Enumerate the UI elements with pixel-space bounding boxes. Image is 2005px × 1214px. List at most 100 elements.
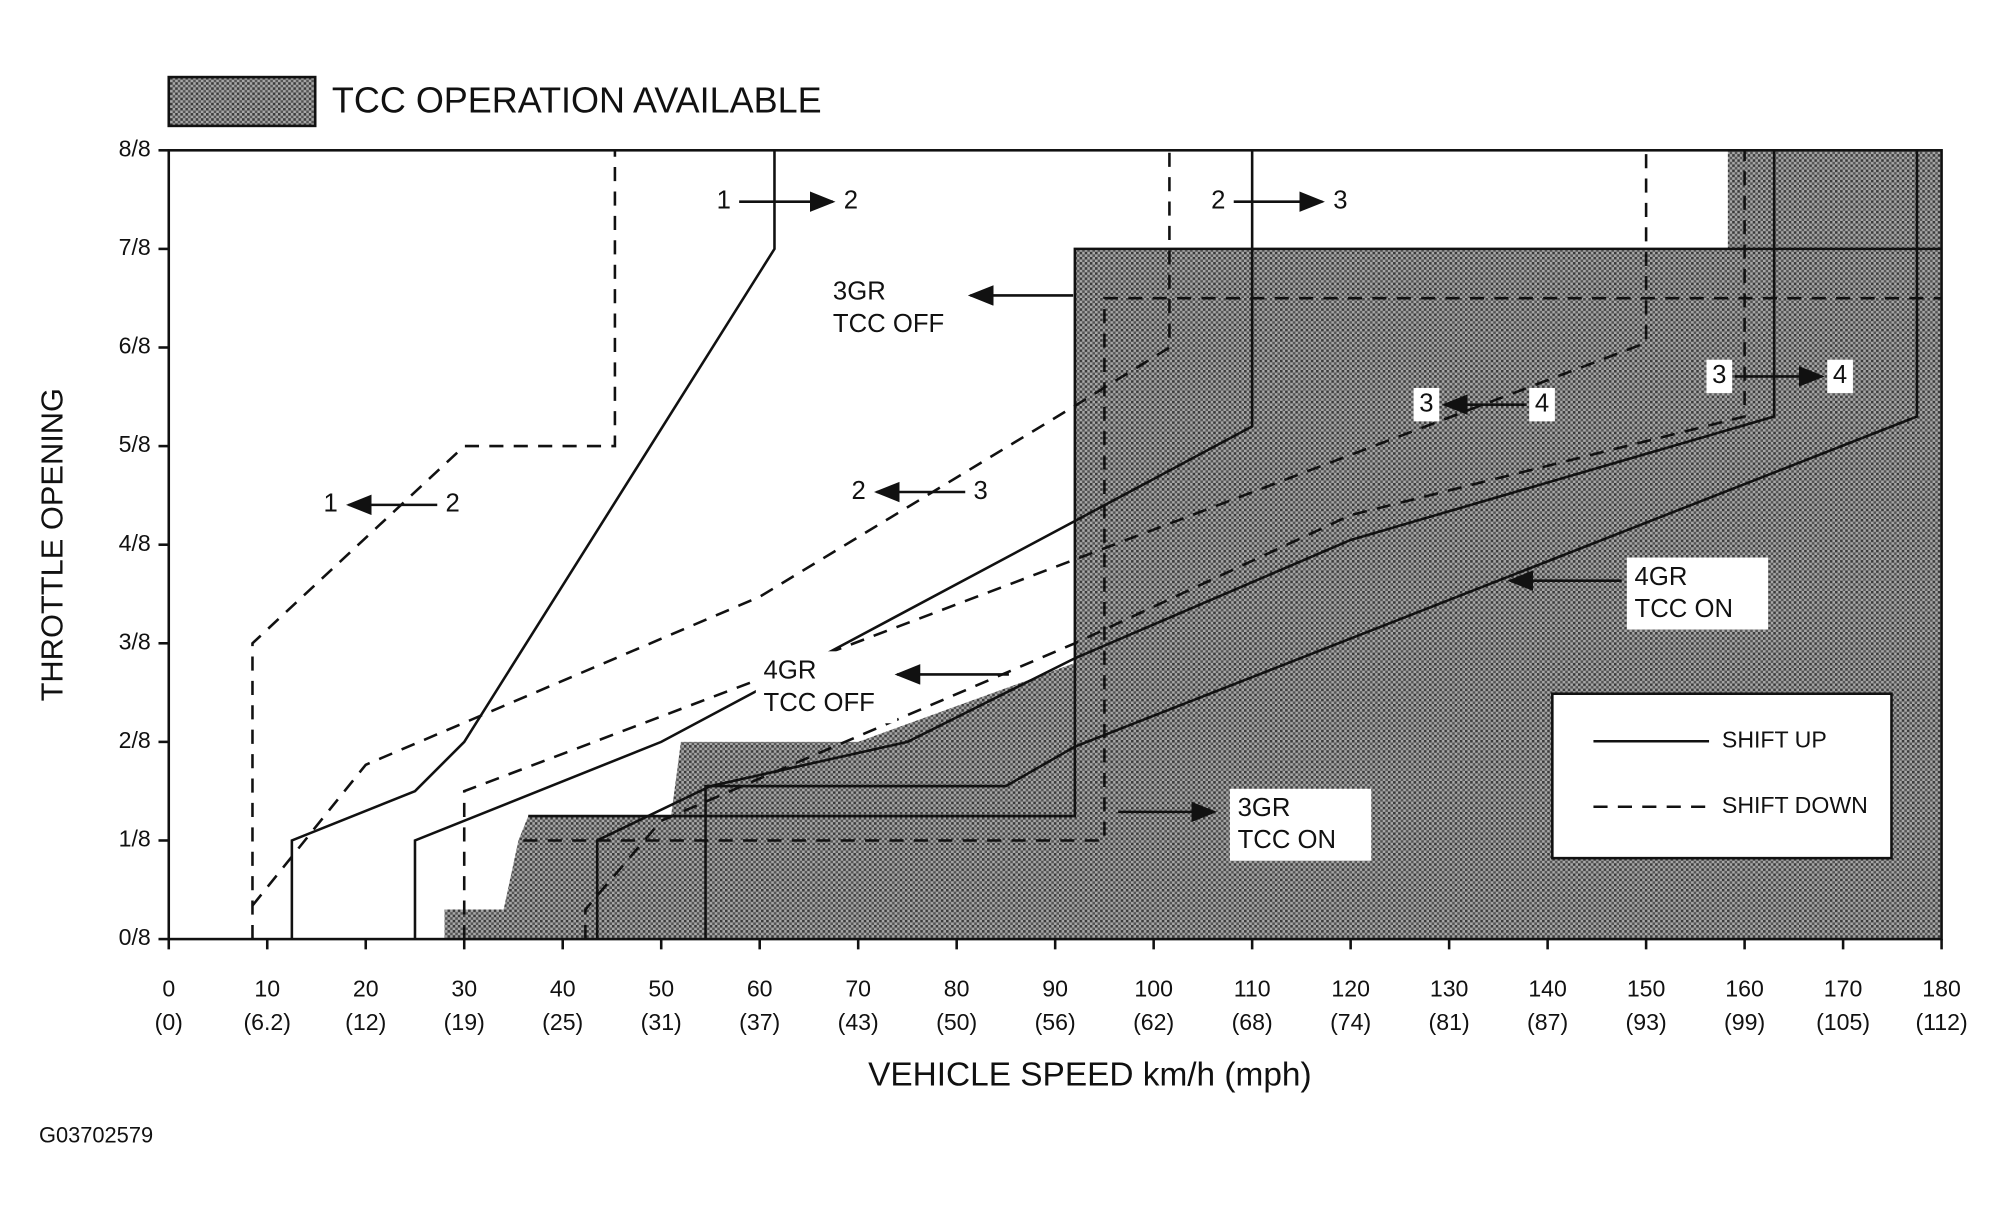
legend-box [1551,692,1893,860]
annotation: 3 [1419,389,1433,417]
shift-line [528,247,1942,818]
shift-line [462,150,1648,940]
x-tick-sublabel: (6.2) [243,1009,291,1035]
y-tick-label: 8/8 [119,135,151,161]
x-tick-label: 20 [353,976,379,1002]
annotation: TCC ON [1635,595,1733,623]
legend: SHIFT UP SHIFT DOWN [1551,692,1893,860]
shift-line [251,150,1171,907]
label-bg [1827,359,1853,394]
y-tick-label: 7/8 [119,234,151,260]
label-bg [755,651,898,724]
x-tick-label: 0 [162,976,175,1002]
x-tick-sublabel: (50) [936,1009,977,1035]
shift-line [523,296,1942,842]
annotation: 2 [1211,186,1225,214]
annotation: 2 [844,186,858,214]
y-tick-label: 3/8 [119,628,151,654]
label-bg [1205,184,1232,219]
x-tick-label: 30 [451,976,477,1002]
legend-swatch [167,75,317,128]
x-tick-sublabel: (0) [155,1009,183,1035]
annotation: 3GR [1238,794,1291,822]
label-bg [825,272,967,345]
x-tick-sublabel: (74) [1330,1009,1371,1035]
label-bg [967,475,994,509]
annotation: 2 [446,490,460,518]
label-bg [710,184,737,219]
x-tick-label: 120 [1331,976,1370,1002]
label-bg [1413,387,1440,422]
y-tick-label: 2/8 [119,727,151,753]
label-bg [1626,557,1769,630]
label-bg [1529,387,1555,422]
legend-label: SHIFT UP [1722,726,1827,752]
y-tick-label: 5/8 [119,431,151,457]
x-tick-sublabel: (12) [345,1009,386,1035]
shift-line [595,150,1776,940]
x-tick-label: 60 [747,976,773,1002]
annotation: 4 [1833,361,1847,389]
annotation: 3GR [833,278,886,306]
shift-line [704,150,1919,940]
x-tick-label: 70 [845,976,871,1002]
y-axis-label: THROTTLE OPENING [35,388,70,701]
shift-line [413,150,1254,940]
x-tick-sublabel: (19) [444,1009,485,1035]
y-tick-label: 1/8 [119,826,151,852]
annotation: TCC OFF [764,689,875,717]
x-tick-label: 160 [1725,976,1764,1002]
footer: G03702579 [39,1123,153,1148]
annotation: 3 [974,477,988,505]
x-tick-sublabel: (25) [542,1009,583,1035]
chart-title: TCC OPERATION AVAILABLE [332,79,822,120]
x-tick-sublabel: (62) [1133,1009,1174,1035]
label-bg [1327,184,1354,219]
x-tick-sublabel: (99) [1724,1009,1765,1035]
x-axis-label: VEHICLE SPEED km/h (mph) [868,1056,1311,1093]
annotation: TCC OFF [833,310,944,338]
label-bg [1229,788,1372,861]
x-tick-label: 50 [648,976,674,1002]
x-tick-label: 110 [1234,976,1271,1002]
annotation: 4GR [1635,563,1688,591]
annotation: 1 [323,490,337,518]
x-tick-sublabel: (31) [641,1009,682,1035]
x-tick-sublabel: (87) [1527,1009,1568,1035]
x-tick-sublabel: (43) [838,1009,879,1035]
label-bg [317,488,344,522]
x-tick-sublabel: (56) [1035,1009,1076,1035]
annotation: 3 [1333,186,1347,214]
annotation: TCC ON [1238,826,1336,854]
x-tick-label: 40 [550,976,576,1002]
label-bg [845,475,872,509]
x-tick-sublabel: (105) [1816,1009,1870,1035]
label-bg [1706,359,1733,394]
x-tick-label: 100 [1134,976,1173,1002]
y-tick-label: 4/8 [119,530,151,556]
y-tick-label: 6/8 [119,333,151,359]
x-tick-sublabel: (112) [1915,1009,1967,1035]
x-tick-label: 150 [1627,976,1666,1002]
x-tick-label: 80 [944,976,970,1002]
x-tick-label: 140 [1528,976,1567,1002]
annotation: 4GR [764,657,817,685]
x-tick-label: 180 [1922,976,1961,1002]
x-tick-sublabel: (81) [1429,1009,1470,1035]
annotation: 3 [1712,361,1726,389]
x-tick-label: 90 [1042,976,1068,1002]
x-tick-label: 170 [1824,976,1863,1002]
x-tick-label: 130 [1430,976,1469,1002]
x-tick-label: 10 [254,976,280,1002]
annotation: 4 [1535,389,1549,417]
shift-line [251,150,617,940]
legend-label: SHIFT DOWN [1722,792,1868,818]
x-tick-sublabel: (68) [1232,1009,1273,1035]
annotation: 2 [851,477,865,505]
label-bg [439,488,466,522]
x-tick-sublabel: (37) [739,1009,780,1035]
x-tick-sublabel: (93) [1626,1009,1667,1035]
annotation: 1 [717,186,731,214]
y-tick-label: 0/8 [119,924,151,950]
